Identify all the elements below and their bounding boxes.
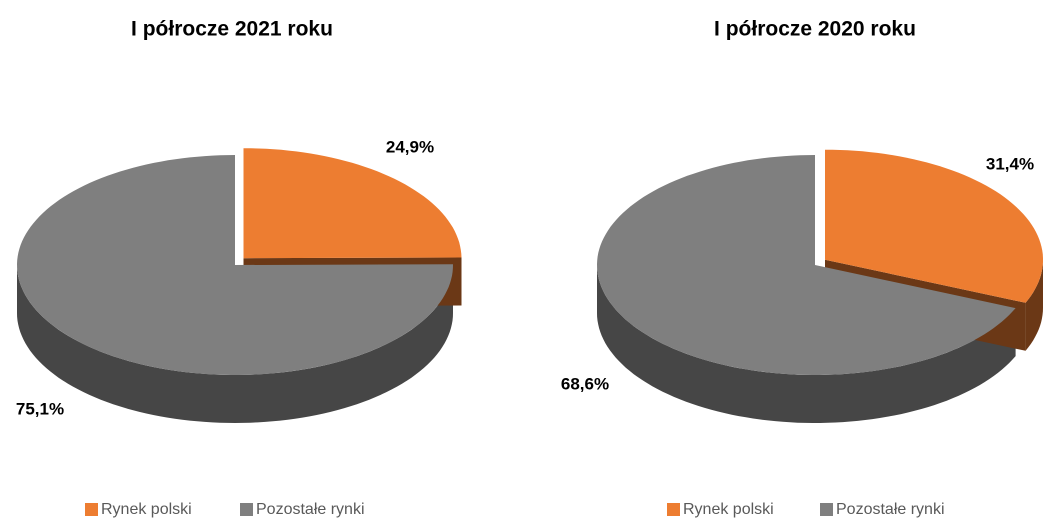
legend-swatch: [240, 503, 253, 516]
value-label: 24,9%: [386, 137, 434, 156]
slice-side: [597, 265, 1016, 423]
chart-title: I półrocze 2021 roku: [131, 18, 333, 41]
slice-side: [17, 265, 453, 423]
chart-title: I półrocze 2020 roku: [714, 18, 916, 41]
value-label: 31,4%: [986, 154, 1034, 173]
slice-side: [1025, 259, 1043, 351]
slice: [243, 148, 462, 259]
slice: [17, 155, 453, 375]
value-label: 75,1%: [16, 399, 64, 418]
slice: [597, 155, 1016, 375]
slice: [825, 149, 1043, 303]
legend-swatch: [820, 503, 833, 516]
legend-label: Pozostałe rynki: [256, 501, 365, 518]
legend-label: Pozostałe rynki: [836, 501, 945, 518]
legend-label: Rynek polski: [101, 501, 192, 518]
legend-label: Rynek polski: [683, 501, 774, 518]
value-label: 68,6%: [561, 374, 609, 393]
legend-swatch: [667, 503, 680, 516]
legend-swatch: [85, 503, 98, 516]
